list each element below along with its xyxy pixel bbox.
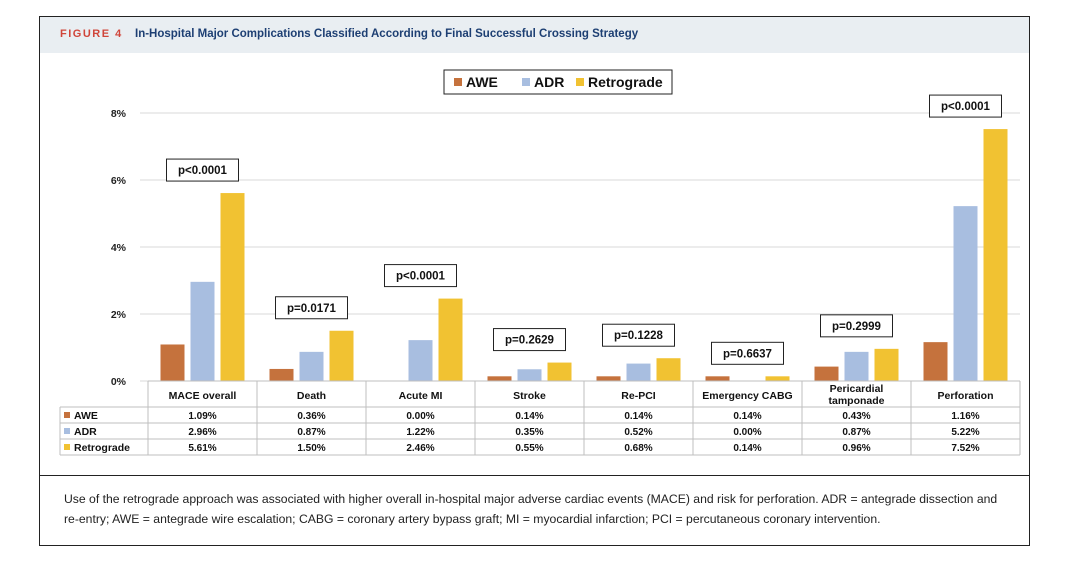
category-label: MACE overall xyxy=(169,390,237,402)
y-tick-label: 6% xyxy=(111,175,127,187)
legend-swatch xyxy=(522,78,530,86)
table-cell-value: 2.46% xyxy=(406,443,434,454)
table-cell-value: 1.16% xyxy=(951,411,979,422)
bar-adr xyxy=(517,369,542,381)
table-cell-value: 0.55% xyxy=(515,443,543,454)
table-row-label: ADR xyxy=(74,426,97,438)
table-cell-value: 0.14% xyxy=(733,411,761,422)
legend-label: AWE xyxy=(466,74,498,90)
category-label: Death xyxy=(297,390,326,402)
legend-swatch xyxy=(454,78,462,86)
bar-retrograde xyxy=(983,129,1008,381)
table-cell-value: 0.00% xyxy=(406,411,434,422)
bar-retrograde xyxy=(547,362,572,381)
p-value-box xyxy=(711,341,784,365)
y-tick-label: 0% xyxy=(111,376,127,388)
table-cell-value: 0.35% xyxy=(515,427,543,438)
p-value-label: p=0.6637 xyxy=(723,348,772,360)
table-cell-value: 0.36% xyxy=(297,411,325,422)
table-cell-value: 1.22% xyxy=(406,427,434,438)
bar-retrograde xyxy=(220,193,245,381)
table-cell-value: 1.50% xyxy=(297,443,325,454)
bar-awe xyxy=(814,366,839,381)
table-row-label: Retrograde xyxy=(74,442,130,454)
y-tick-label: 4% xyxy=(111,242,127,254)
p-value-box xyxy=(384,264,457,288)
table-cell-value: 0.14% xyxy=(515,411,543,422)
category-label: Acute MI xyxy=(399,390,443,402)
bar-adr xyxy=(844,351,869,381)
y-tick-label: 8% xyxy=(111,108,127,120)
p-value-box xyxy=(493,328,566,352)
bar-retrograde xyxy=(765,376,790,381)
category-label: Re-PCI xyxy=(621,390,656,402)
table-cell-value: 0.43% xyxy=(842,411,870,422)
bar-adr xyxy=(408,340,433,381)
p-value-box xyxy=(820,314,893,338)
p-value-label: p=0.2999 xyxy=(832,321,881,333)
p-value-label: p<0.0001 xyxy=(941,101,991,113)
table-cell-value: 0.87% xyxy=(297,427,325,438)
bar-chart: 0% 2% 4% 6% 8% p<0.0001 p=0.0171 p<0.0001 p=0.26… xyxy=(59,69,1021,456)
p-value-box xyxy=(275,296,348,320)
figure-frame: FIGURE 4 In-Hospital Major Complications… xyxy=(39,16,1030,546)
table-cell-value: 2.96% xyxy=(188,427,216,438)
table-cell-value: 7.52% xyxy=(951,443,979,454)
p-value-label: p=0.2629 xyxy=(505,335,554,347)
bar-retrograde xyxy=(329,330,354,381)
bar-awe xyxy=(596,376,621,381)
table-cell-value: 0.00% xyxy=(733,427,761,438)
category-label: tamponade xyxy=(828,395,884,407)
table-cell-value: 0.14% xyxy=(624,411,652,422)
bar-awe xyxy=(705,376,730,381)
table-legend-swatch xyxy=(64,428,70,434)
bar-adr xyxy=(299,351,324,381)
table-cell-value: 0.68% xyxy=(624,443,652,454)
table-legend-swatch xyxy=(64,444,70,450)
bar-retrograde xyxy=(656,358,681,381)
figure-title: In-Hospital Major Complications Classifi… xyxy=(135,28,639,40)
table-cell-value: 0.14% xyxy=(733,443,761,454)
bar-awe xyxy=(923,342,948,381)
p-value-label: p<0.0001 xyxy=(396,271,446,283)
bar-adr xyxy=(953,206,978,381)
category-label: Pericardial xyxy=(830,383,884,395)
table-cell-value: 5.22% xyxy=(951,427,979,438)
bar-retrograde xyxy=(874,348,899,381)
p-value-label: p<0.0001 xyxy=(178,165,228,177)
table-cell-value: 1.09% xyxy=(188,411,216,422)
table-cell-value: 0.96% xyxy=(842,443,870,454)
table-cell-value: 0.52% xyxy=(624,427,652,438)
table-cell-value: 0.87% xyxy=(842,427,870,438)
category-label: Stroke xyxy=(513,390,546,402)
bar-awe xyxy=(160,344,185,381)
p-value-box xyxy=(929,94,1002,118)
legend-box xyxy=(443,69,673,95)
legend-swatch xyxy=(576,78,584,86)
bar-awe xyxy=(487,376,512,381)
table-cell-value: 5.61% xyxy=(188,443,216,454)
p-value-label: p=0.1228 xyxy=(614,330,664,342)
y-tick-label: 2% xyxy=(111,309,127,321)
p-value-box xyxy=(166,158,239,182)
figure-label: FIGURE 4 xyxy=(60,28,123,40)
legend-label: Retrograde xyxy=(588,74,663,90)
category-label: Perforation xyxy=(937,390,993,402)
category-label: Emergency CABG xyxy=(702,390,792,402)
bar-awe xyxy=(269,368,294,381)
table-row-label: AWE xyxy=(74,410,98,422)
p-value-box xyxy=(602,323,675,347)
legend-label: ADR xyxy=(534,74,564,90)
bar-adr xyxy=(190,281,215,381)
figure-caption: Use of the retrograde approach was assoc… xyxy=(64,492,998,526)
figure-header: FIGURE 4 In-Hospital Major Complications… xyxy=(40,17,1029,53)
p-value-label: p=0.0171 xyxy=(287,303,337,315)
table-legend-swatch xyxy=(64,412,70,418)
bar-retrograde xyxy=(438,298,463,381)
bar-adr xyxy=(626,363,651,381)
caption-divider xyxy=(40,475,1029,476)
